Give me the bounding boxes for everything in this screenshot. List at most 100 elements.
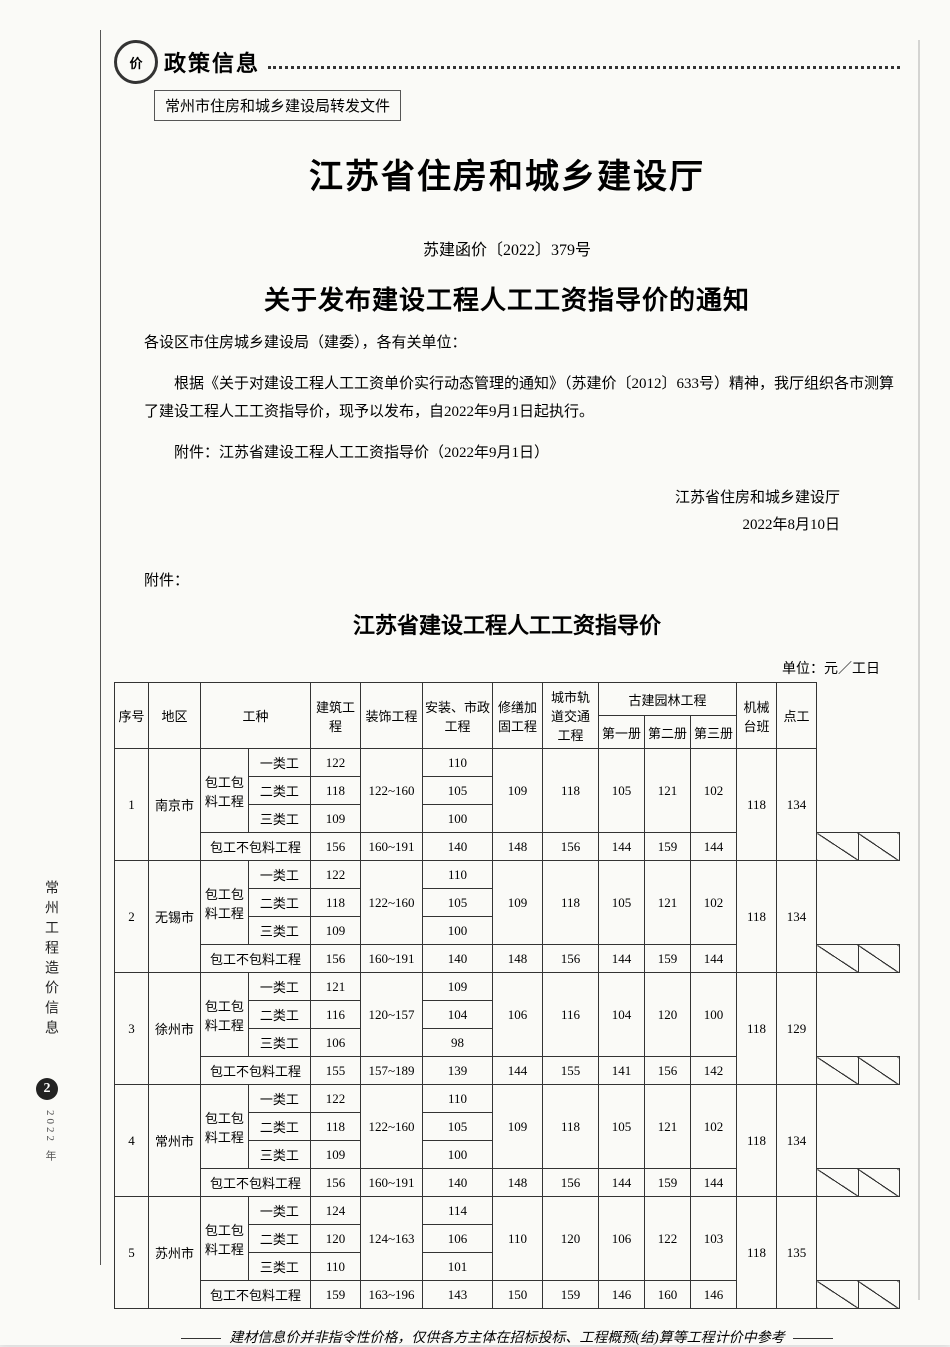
table-body: 1南京市包工包料工程一类工122122~16011010911810512110… [115,749,900,1309]
addressee-line: 各设区市住房城乡建设局（建委），各有关单位： [114,329,900,358]
cell: 118 [737,973,777,1085]
cell: 105 [599,749,645,833]
cell: 102 [691,1085,737,1169]
cell-nomat-label: 包工不包料工程 [201,1169,311,1197]
cell: 140 [423,945,493,973]
cell: 159 [645,1169,691,1197]
cell: 118 [543,1085,599,1169]
cell-diag [858,1057,900,1085]
cell: 156 [311,833,361,861]
cell: 156 [311,945,361,973]
cell: 122 [311,749,361,777]
cell: 105 [599,861,645,945]
sign-date: 2022年8月10日 [114,512,840,539]
cell: 159 [645,833,691,861]
cell: 103 [691,1197,737,1281]
cell-diag [858,1169,900,1197]
sign-agency: 江苏省住房和城乡建设厅 [114,485,840,512]
forward-box: 常州市住房和城乡建设局转发文件 [154,90,401,121]
cell-workkind-parent: 包工包料工程 [201,861,249,945]
cell: 118 [311,889,361,917]
cell: 144 [599,833,645,861]
cell: 134 [777,749,817,861]
col-region: 地区 [149,683,201,749]
cell-region: 常州市 [149,1085,201,1197]
cell-nomat-label: 包工不包料工程 [201,833,311,861]
cell: 106 [493,973,543,1057]
col-garden: 古建园林工程 [599,683,737,716]
cell: 148 [493,833,543,861]
cell: 140 [423,1169,493,1197]
unit-label: 单位：元／工日 [114,658,900,678]
cell: 118 [737,861,777,973]
cell-kind: 二类工 [248,1001,310,1029]
col-seq: 序号 [115,683,149,749]
col-worktype: 工种 [201,683,311,749]
cell: 146 [599,1281,645,1309]
col-repair: 修缮加固工程 [493,683,543,749]
footer-note: 建材信息价并非指令性价格，仅供各方主体在招标投标、工程概预(结)算等工程计价中参… [114,1327,900,1347]
cell: 146 [691,1281,737,1309]
cell-workkind-parent: 包工包料工程 [201,973,249,1057]
document-number: 苏建函价〔2022〕379号 [114,236,900,260]
cell: 144 [691,1169,737,1197]
cell: 118 [311,777,361,805]
cell-seq: 3 [115,973,149,1085]
cell-seq: 4 [115,1085,149,1197]
cell: 144 [599,945,645,973]
cell: 118 [543,861,599,945]
body-paragraph-1: 根据《关于对建设工程人工工资单价实行动态管理的通知》（苏建价〔2012〕633号… [114,370,900,427]
cell: 109 [311,1141,361,1169]
cell: 109 [493,861,543,945]
cell-kind: 二类工 [248,1225,310,1253]
cell: 109 [493,749,543,833]
cell: 160 [645,1281,691,1309]
cell-diag [817,833,859,861]
cell: 106 [599,1197,645,1281]
cell-region: 无锡市 [149,861,201,973]
header-row: 价 政策信息 [114,40,900,84]
cell-kind: 二类工 [248,777,310,805]
cell: 120 [543,1197,599,1281]
cell: 120 [645,973,691,1057]
cell: 110 [311,1253,361,1281]
cell: 155 [311,1057,361,1085]
cell: 157~189 [361,1057,423,1085]
cell: 122 [311,861,361,889]
cell: 105 [423,1113,493,1141]
cell: 150 [493,1281,543,1309]
cell: 114 [423,1197,493,1225]
cell: 144 [691,833,737,861]
cell-seq: 1 [115,749,149,861]
wage-table: 序号 地区 工种 建筑工程 装饰工程 安装、市政工程 修缮加固工程 城市轨道交通… [114,682,900,1309]
cell: 98 [423,1029,493,1057]
cell-nomat-label: 包工不包料工程 [201,1057,311,1085]
cell: 160~191 [361,833,423,861]
cell: 163~196 [361,1281,423,1309]
cell: 116 [311,1001,361,1029]
cell: 135 [777,1197,817,1309]
cell-diag [817,1169,859,1197]
cell: 109 [311,805,361,833]
signature-block: 江苏省住房和城乡建设厅 2022年8月10日 [114,485,900,539]
cell: 100 [423,805,493,833]
cell: 110 [423,861,493,889]
col-install: 安装、市政工程 [423,683,493,749]
cell: 104 [599,973,645,1057]
cell: 106 [423,1225,493,1253]
cell: 105 [423,889,493,917]
cell: 104 [423,1001,493,1029]
cell: 139 [423,1057,493,1085]
col-machine: 机械台班 [737,683,777,749]
cell: 105 [599,1085,645,1169]
cell: 129 [777,973,817,1085]
side-year-label: 2022 年 [42,1110,58,1164]
cell: 122 [645,1197,691,1281]
cell: 110 [493,1197,543,1281]
cell: 141 [599,1057,645,1085]
cell: 156 [311,1169,361,1197]
cell: 101 [423,1253,493,1281]
cell: 144 [493,1057,543,1085]
cell: 122~160 [361,861,423,945]
cell-kind: 三类工 [248,805,310,833]
